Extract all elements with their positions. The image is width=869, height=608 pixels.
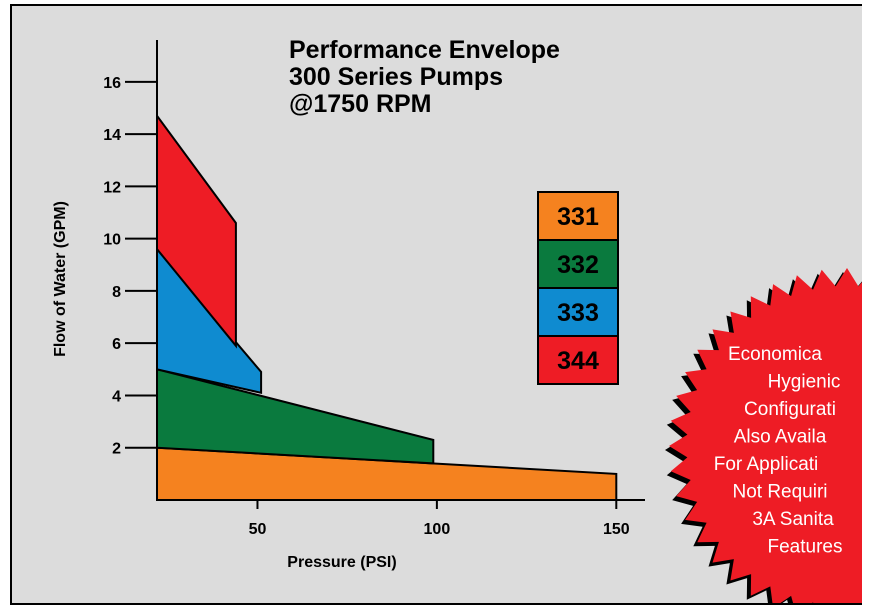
chart-title-line: 300 Series Pumps xyxy=(289,63,503,91)
legend-swatch xyxy=(537,335,619,385)
badge-text-line: Also Availa xyxy=(734,427,827,448)
envelope-area-332 xyxy=(156,368,435,465)
legend-swatch xyxy=(537,239,619,289)
y-tick-label: 14 xyxy=(103,127,121,144)
y-tick-label: 2 xyxy=(112,441,121,458)
x-tick-label: 150 xyxy=(603,521,630,538)
badge-text-line: Hygienic xyxy=(768,372,841,393)
badge-text-line: For Applicati xyxy=(714,454,819,475)
badge-text-line: 3A Sanita xyxy=(752,509,834,530)
legend-label: 332 xyxy=(557,251,599,279)
x-tick-label: 50 xyxy=(249,521,267,538)
y-tick-label: 8 xyxy=(112,284,121,301)
y-tick-label: 16 xyxy=(103,75,121,92)
legend-swatch xyxy=(537,287,619,337)
legend-label: 344 xyxy=(557,347,599,375)
badge-starburst xyxy=(669,268,862,603)
y-axis-title: Flow of Water (GPM) xyxy=(52,201,69,357)
y-tick-label: 6 xyxy=(112,336,121,353)
legend-label: 331 xyxy=(557,203,599,231)
x-tick-label: 100 xyxy=(424,521,451,538)
chart-title-line: Performance Envelope xyxy=(289,36,560,64)
legend-swatch xyxy=(537,191,619,241)
badge-text-line: Not Requiri xyxy=(732,482,827,503)
y-tick-label: 12 xyxy=(103,179,121,196)
y-tick-label: 10 xyxy=(103,232,121,249)
chart-frame: 2 4 6 8 10 12 14 16 50 100 150 Pressure (PSI) Flow o… xyxy=(10,4,862,605)
legend-item-332: 332 xyxy=(537,239,619,289)
legend-item-333: 333 xyxy=(537,287,619,337)
y-tick-label: 4 xyxy=(112,388,121,405)
x-axis-title: Pressure (PSI) xyxy=(287,554,396,571)
badge-text-line: Configurati xyxy=(744,399,836,420)
chart-title-line: @1750 RPM xyxy=(289,90,432,118)
badge-text-line: Economica xyxy=(728,344,822,365)
legend-label: 333 xyxy=(557,299,599,327)
legend-item-331: 331 xyxy=(537,191,619,241)
legend-item-344: 344 xyxy=(537,335,619,385)
badge-text-line: Features xyxy=(768,537,843,558)
performance-chart: 2 4 6 8 10 12 14 16 50 100 150 Pressure (PSI) Flow o… xyxy=(52,36,862,603)
